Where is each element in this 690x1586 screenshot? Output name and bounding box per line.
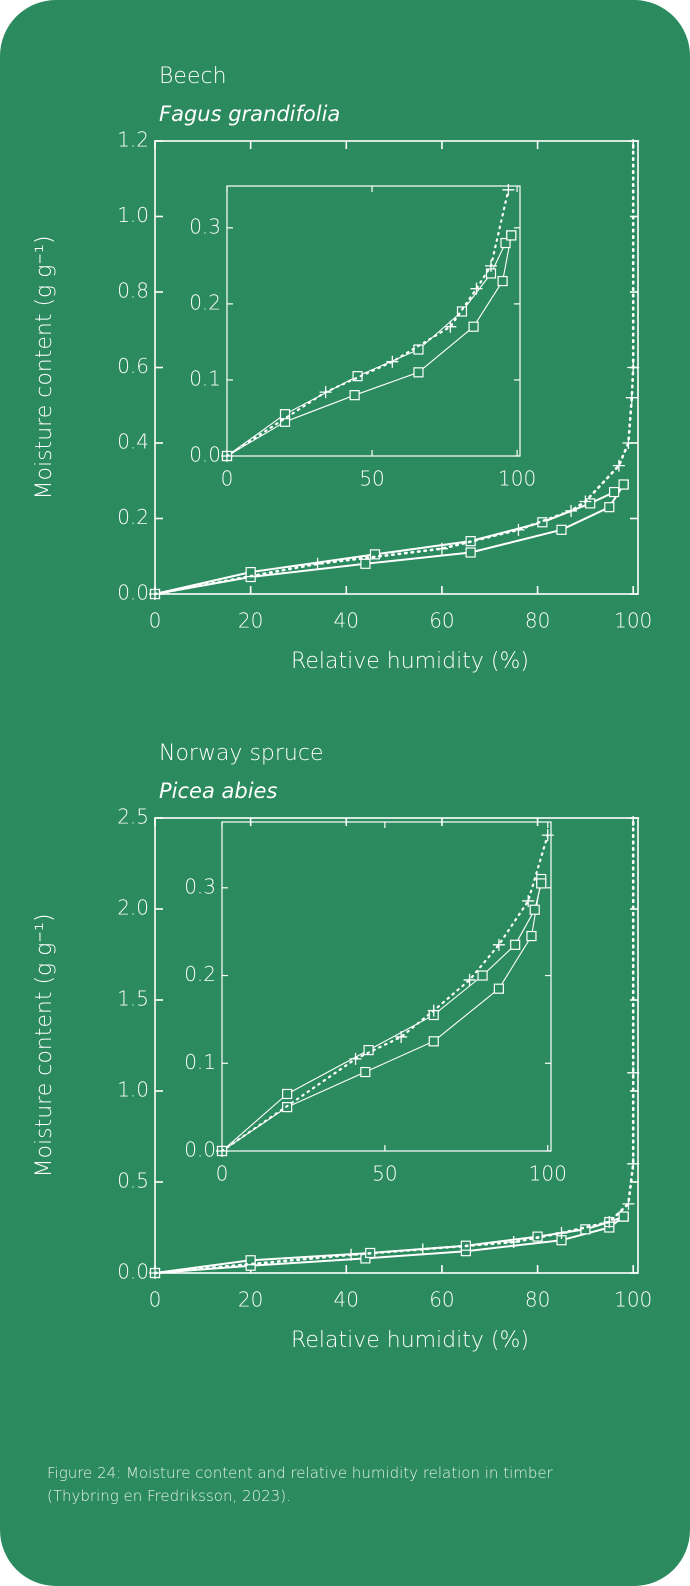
series-line — [227, 235, 511, 456]
plus-marker — [613, 460, 625, 472]
chart-title: Beech — [159, 64, 227, 89]
plus-marker — [626, 392, 638, 404]
plus-marker — [395, 1031, 407, 1043]
x-tick-label: 40 — [334, 1288, 359, 1312]
x-tick-label: 20 — [238, 1288, 263, 1312]
y-tick-label: 0.6 — [117, 354, 149, 378]
y-axis-label: Moisture content (g g⁻¹) — [32, 914, 57, 1178]
y-tick-label: 0.8 — [117, 279, 149, 303]
y-tick-label: 0.0 — [189, 443, 221, 467]
square-marker — [619, 1212, 628, 1221]
square-marker — [283, 1089, 292, 1098]
y-tick-label: 0.3 — [184, 874, 216, 898]
plot-frame — [227, 186, 520, 456]
square-marker — [414, 368, 423, 377]
series-line — [155, 1217, 624, 1273]
series-line — [155, 818, 633, 1273]
x-tick-label: 60 — [429, 609, 454, 633]
square-marker — [619, 480, 628, 489]
x-tick-label: 0 — [149, 1288, 162, 1312]
y-tick-label: 0.2 — [189, 290, 221, 314]
y-tick-label: 0.2 — [117, 505, 149, 529]
chart-subtitle: Picea abies — [159, 779, 277, 803]
square-marker — [361, 559, 370, 568]
plus-marker — [320, 386, 332, 398]
x-axis-label: Relative humidity (%) — [291, 1328, 529, 1353]
figure-panel: Beech Fagus grandifolia Relative humidity … — [0, 0, 690, 1586]
x-tick-label: 0 — [216, 1162, 229, 1186]
series-group — [216, 829, 554, 1157]
y-tick-label: 0.0 — [184, 1138, 216, 1162]
y-tick-label: 1.2 — [117, 128, 149, 152]
series-group — [221, 184, 516, 462]
x-tick-label: 50 — [372, 1162, 397, 1186]
x-tick-label: 80 — [525, 1288, 550, 1312]
series-group — [149, 135, 639, 600]
y-tick-label: 2.5 — [117, 805, 149, 829]
x-tick-label: 100 — [614, 609, 652, 633]
y-tick-label: 1.0 — [117, 203, 149, 227]
x-tick-label: 40 — [334, 609, 359, 633]
square-marker — [350, 391, 359, 400]
series-line — [222, 879, 541, 1151]
square-marker — [498, 277, 507, 286]
series-line — [227, 190, 508, 456]
x-tick-label: 0 — [221, 467, 234, 491]
x-tick-label: 0 — [149, 609, 162, 633]
y-tick-label: 2.0 — [117, 896, 149, 920]
square-marker — [557, 525, 566, 534]
y-tick-label: 0.0 — [117, 1260, 149, 1284]
square-marker — [511, 940, 520, 949]
y-tick-label: 1.5 — [117, 987, 149, 1011]
y-tick-label: 0.1 — [184, 1050, 216, 1074]
y-tick-label: 0.0 — [117, 581, 149, 605]
figure-caption: Figure 24: Moisture content and relative… — [47, 1462, 667, 1508]
y-tick-label: 0.2 — [184, 962, 216, 986]
x-tick-label: 20 — [238, 609, 263, 633]
x-tick-label: 80 — [525, 609, 550, 633]
y-tick-label: 0.1 — [189, 366, 221, 390]
series-line — [227, 235, 511, 456]
figure: Beech Fagus grandifolia Relative humidity … — [0, 0, 690, 1586]
plus-marker — [622, 1198, 634, 1210]
square-marker — [478, 971, 487, 980]
plus-marker — [444, 321, 456, 333]
plus-marker — [512, 524, 524, 536]
plus-marker — [386, 356, 398, 368]
chart-title: Norway spruce — [159, 741, 324, 766]
square-marker — [527, 932, 536, 941]
y-tick-label: 0.5 — [117, 1169, 149, 1193]
series-line — [222, 883, 541, 1151]
plus-marker — [542, 829, 554, 841]
square-marker — [610, 488, 619, 497]
caption-line: (Thybring en Fredriksson, 2023). — [47, 1485, 667, 1508]
x-tick-label: 50 — [359, 467, 384, 491]
x-tick-label: 100 — [498, 467, 536, 491]
x-tick-label: 60 — [429, 1288, 454, 1312]
square-marker — [469, 322, 478, 331]
y-tick-label: 1.0 — [117, 1078, 149, 1102]
square-marker — [605, 503, 614, 512]
square-marker — [530, 905, 539, 914]
y-axis-label: Moisture content (g g⁻¹) — [32, 236, 57, 500]
series-line — [155, 485, 624, 595]
square-marker — [429, 1037, 438, 1046]
y-tick-label: 0.3 — [189, 214, 221, 238]
plus-marker — [470, 283, 482, 295]
square-marker — [466, 548, 475, 557]
plot-frame — [155, 818, 638, 1273]
plus-marker — [493, 939, 505, 951]
square-marker — [507, 231, 516, 240]
chart-subtitle: Fagus grandifolia — [159, 102, 340, 126]
y-tick-label: 0.4 — [117, 430, 149, 454]
x-tick-label: 100 — [529, 1162, 567, 1186]
x-tick-label: 100 — [614, 1288, 652, 1312]
x-axis-label: Relative humidity (%) — [291, 649, 529, 674]
square-marker — [537, 879, 546, 888]
square-marker — [361, 1068, 370, 1077]
square-marker — [494, 984, 503, 993]
plus-marker — [565, 505, 577, 517]
caption-line: Figure 24: Moisture content and relative… — [47, 1462, 667, 1485]
plus-marker — [622, 437, 634, 449]
